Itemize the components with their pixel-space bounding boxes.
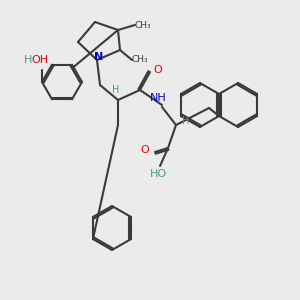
Text: NH: NH xyxy=(150,93,166,103)
Text: H: H xyxy=(182,116,190,126)
Text: N: N xyxy=(94,52,103,62)
Text: O: O xyxy=(141,145,149,155)
Text: O: O xyxy=(154,65,162,75)
Text: OH: OH xyxy=(32,55,49,65)
Text: CH₃: CH₃ xyxy=(135,20,151,29)
Text: H: H xyxy=(24,55,32,65)
Text: CH₃: CH₃ xyxy=(132,56,148,64)
Text: HO: HO xyxy=(149,169,167,179)
Text: H: H xyxy=(112,85,120,95)
